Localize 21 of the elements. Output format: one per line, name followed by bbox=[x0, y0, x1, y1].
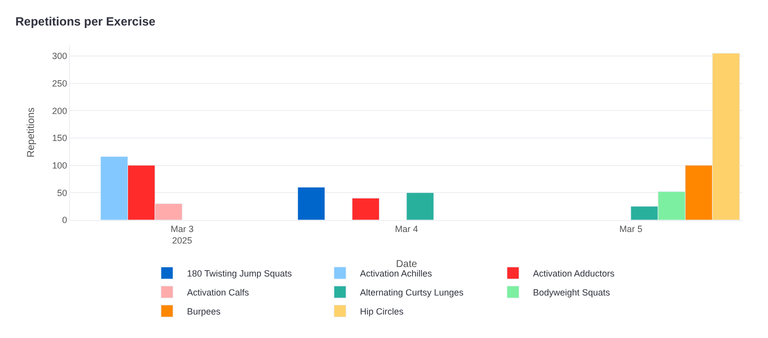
x-tick-label: Mar 3 2025 bbox=[170, 224, 194, 246]
y-axis-title: Repetitions bbox=[26, 107, 38, 158]
chart-title: Repetitions per Exercise bbox=[15, 14, 156, 28]
y-tick-label: 300 bbox=[52, 51, 68, 62]
y-tick-label: 50 bbox=[57, 188, 68, 198]
legend-label: Hip Circles bbox=[360, 306, 404, 317]
legend-label: Activation Adductors bbox=[533, 268, 616, 279]
y-tick-label: 250 bbox=[52, 78, 68, 88]
y-tick-label: 150 bbox=[52, 133, 68, 144]
x-tick-label: Mar 4 bbox=[394, 224, 418, 234]
legend-label: Activation Achilles bbox=[360, 268, 433, 279]
x-axis-title: Date bbox=[396, 259, 418, 270]
legend-label: 180 Twisting Jump Squats bbox=[187, 268, 292, 279]
y-tick-label: 200 bbox=[52, 106, 68, 116]
legend-label: Burpees bbox=[187, 306, 222, 317]
y-tick-label: 0 bbox=[62, 215, 68, 226]
legend-label: Bodyweight Squats bbox=[533, 288, 611, 298]
x-tick-label: Mar 5 bbox=[619, 224, 642, 234]
legend-label: Alternating Curtsy Lunges bbox=[360, 288, 464, 298]
legend-label: Activation Calfs bbox=[187, 288, 250, 298]
y-tick-label: 100 bbox=[52, 160, 68, 170]
